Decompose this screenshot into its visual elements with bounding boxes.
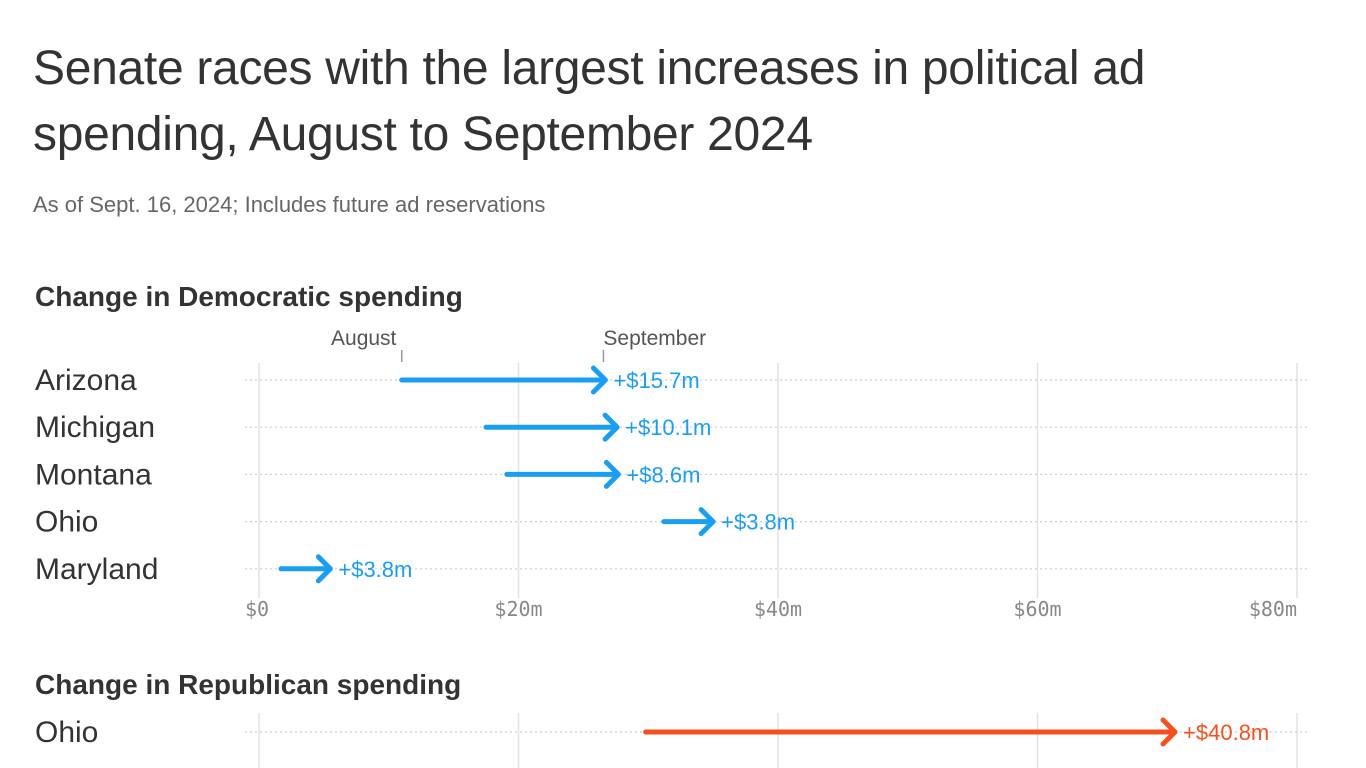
annotation-september: September: [603, 327, 706, 350]
change-value-label: +$15.7m: [613, 368, 699, 393]
x-tick-label: $80m: [1249, 597, 1297, 621]
change-value-label: +$10.1m: [625, 415, 711, 440]
chart-subtitle: As of Sept. 16, 2024; Includes future ad…: [33, 192, 546, 217]
arrow-head: [603, 459, 621, 489]
annotation-august: August: [331, 327, 397, 350]
row-label: Ohio: [35, 506, 98, 539]
arrow-head: [698, 507, 716, 537]
arrow-head: [315, 554, 333, 584]
section-title: Change in Republican spending: [35, 669, 461, 700]
section-title: Change in Democratic spending: [35, 281, 463, 312]
change-value-label: +$40.8m: [1183, 720, 1269, 745]
chart-title: Senate races with the largest increases …: [33, 42, 1146, 161]
row-label: Montana: [35, 458, 152, 491]
change-value-label: +$3.8m: [721, 510, 795, 535]
x-tick-label: $40m: [754, 597, 802, 621]
row-label: Ohio: [35, 716, 98, 749]
x-tick-label: $60m: [1013, 597, 1061, 621]
change-value-label: +$3.8m: [338, 557, 412, 582]
row-label: Michigan: [35, 411, 155, 444]
arrow-head: [1160, 717, 1178, 747]
change-value-label: +$8.6m: [626, 462, 700, 487]
x-tick-label: $20m: [494, 597, 542, 621]
row-label: Maryland: [35, 553, 158, 586]
arrow-head: [602, 412, 620, 442]
arrow-head: [590, 365, 608, 395]
x-tick-label: $0: [245, 597, 269, 621]
row-label: Arizona: [35, 364, 137, 397]
